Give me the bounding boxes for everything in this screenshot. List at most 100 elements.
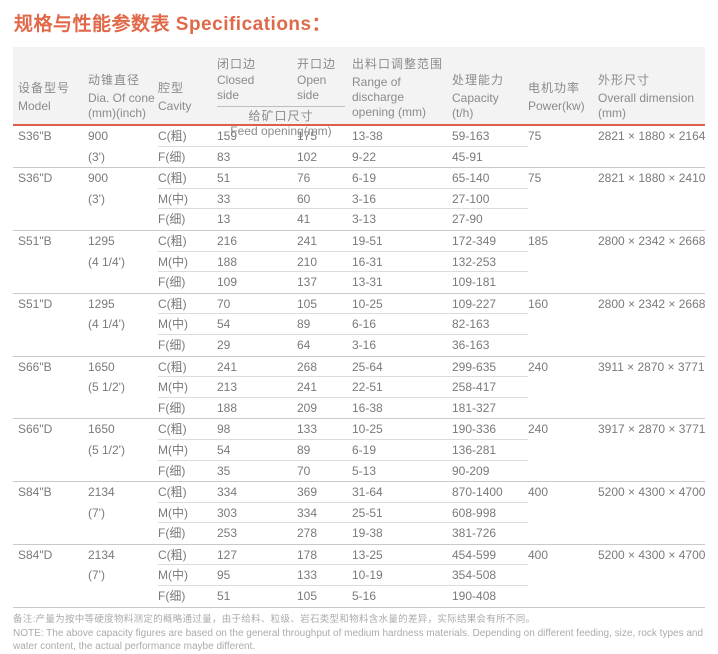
capacity-cell: 454-599 <box>452 545 528 566</box>
cone-inch-cell: (4 1/4') <box>88 317 125 332</box>
capacity-cell: 381-726 <box>452 526 497 541</box>
cone-diameter-cell: 2134 <box>88 547 115 562</box>
cavity-cell: F(细) <box>158 212 186 227</box>
header-dimension-en: Overall dimension (mm) <box>598 91 695 120</box>
header-power-en: Power(kw) <box>528 98 585 113</box>
cone-diameter-cell: 1295 <box>88 296 115 311</box>
cone-inch-cell: (5 1/2') <box>88 442 125 457</box>
cone-inch-cell: (3') <box>88 149 105 164</box>
header-cone-diameter: 动锥直径 Dia. Of cone (mm)(inch) <box>88 55 158 139</box>
open-side-cell: 105 <box>297 589 318 604</box>
capacity-cell: 190-408 <box>452 589 497 604</box>
table-group: S66"D 1650 (5 1/2') C(粗) 98 133 10-25 190-336 M(… <box>13 418 705 481</box>
discharge-range-cell: 16-38 <box>352 400 383 415</box>
header-cavity-zh: 腔型 <box>158 80 185 95</box>
open-side-cell: 76 <box>297 168 352 189</box>
header-closed-en: Closed side <box>217 73 255 102</box>
closed-side-cell: 83 <box>217 149 231 164</box>
open-side-cell: 60 <box>297 189 352 210</box>
discharge-range-cell: 10-19 <box>352 565 452 587</box>
header-capacity-zh: 处理能力 <box>452 73 505 87</box>
model-cell: S66"B <box>18 359 52 374</box>
cone-inch-cell: (7') <box>88 568 105 583</box>
open-side-cell: 334 <box>297 503 352 524</box>
cone-diameter-cell: 1650 <box>88 422 115 437</box>
cavity-cell: M(中) <box>158 565 217 587</box>
cone-inch-cell: (3') <box>88 191 105 206</box>
discharge-range-cell: 31-64 <box>352 482 452 503</box>
capacity-cell: 870-1400 <box>452 482 528 503</box>
dimension-cell: 2821 × 1880 × 2410 <box>598 171 706 186</box>
header-cavity-en: Cavity <box>158 98 192 113</box>
discharge-range-cell: 25-64 <box>352 357 452 378</box>
footnote-en: NOTE: The above capacity figures are bas… <box>13 627 704 652</box>
header-model-en: Model <box>18 98 51 113</box>
open-side-cell: 175 <box>297 126 352 147</box>
header-closed-zh: 闭口边 <box>217 57 257 71</box>
cone-diameter-cell: 2134 <box>88 485 115 500</box>
cone-diameter-cell: 900 <box>88 171 109 186</box>
discharge-range-cell: 9-22 <box>352 149 377 164</box>
dimension-cell: 3917 × 2870 × 3771 <box>598 422 706 437</box>
closed-side-cell: 98 <box>217 419 297 440</box>
model-cell: S84"B <box>18 485 52 500</box>
table-group: S84"D 2134 (7') C(粗) 127 178 13-25 454-599 M(中) 9… <box>13 543 705 607</box>
closed-side-cell: 216 <box>217 231 297 252</box>
model-cell: S84"D <box>18 547 53 562</box>
discharge-range-cell: 3-16 <box>352 337 377 352</box>
discharge-range-cell: 16-31 <box>352 252 452 273</box>
dimension-cell: 2800 × 2342 × 2668 <box>598 296 706 311</box>
table-group: S51"B 1295 (4 1/4') C(粗) 216 241 19-51 172-349 M… <box>13 229 705 293</box>
closed-side-cell: 54 <box>217 314 297 335</box>
power-cell: 400 <box>528 547 549 562</box>
cone-inch-cell: (4 1/4') <box>88 254 125 269</box>
power-cell: 160 <box>528 296 549 311</box>
footnote-zh: 备注:产量为按中等硬度物料测定的概略通过量，由于给料、粒级、岩石类型和物料含水量… <box>13 613 536 625</box>
header-model-zh: 设备型号 <box>18 80 71 95</box>
capacity-cell: 258-417 <box>452 377 528 398</box>
header-dimension-zh: 外形尺寸 <box>598 73 651 87</box>
spec-table-body: S36"B 900 (3') C(粗) 159 175 13-38 59-163 F(细) 83 1… <box>13 126 705 608</box>
closed-side-cell: 29 <box>217 337 231 352</box>
closed-side-cell: 188 <box>217 252 297 273</box>
closed-side-cell: 70 <box>217 294 297 315</box>
cavity-cell: M(中) <box>158 252 217 273</box>
header-cavity: 腔型 Cavity <box>158 55 217 139</box>
power-cell: 75 <box>528 171 542 186</box>
discharge-range-cell: 10-25 <box>352 419 452 440</box>
table-group: S66"B 1650 (5 1/2') C(粗) 241 268 25-64 299-635 M… <box>13 355 705 419</box>
header-discharge-range: 出料口调整范围 Range of discharge opening (mm) <box>352 55 452 139</box>
capacity-cell: 181-327 <box>452 400 497 415</box>
open-side-cell: 241 <box>297 231 352 252</box>
capacity-cell: 608-998 <box>452 503 528 524</box>
model-cell: S51"B <box>18 233 52 248</box>
power-cell: 400 <box>528 485 549 500</box>
discharge-range-cell: 3-16 <box>352 189 452 210</box>
open-side-cell: 178 <box>297 545 352 566</box>
header-open-zh: 开口边 <box>297 57 337 71</box>
cavity-cell: M(中) <box>158 314 217 335</box>
header-cone-zh: 动锥直径 <box>88 73 141 87</box>
cone-diameter-cell: 1650 <box>88 359 115 374</box>
closed-side-cell: 51 <box>217 168 297 189</box>
header-feed-opening-group: 闭口边 Closed side 开口边 Open side 给矿口尺寸 Feed… <box>217 55 352 139</box>
open-side-cell: 41 <box>297 212 311 227</box>
discharge-range-cell: 3-13 <box>352 212 377 227</box>
header-capacity: 处理能力 Capacity (t/h) <box>452 55 528 139</box>
capacity-cell: 109-227 <box>452 294 528 315</box>
open-side-cell: 369 <box>297 482 352 503</box>
capacity-cell: 172-349 <box>452 231 528 252</box>
capacity-cell: 354-508 <box>452 565 528 587</box>
power-cell: 185 <box>528 233 549 248</box>
header-feed-en: Feed opening(mm) <box>230 124 332 138</box>
cavity-cell: F(细) <box>158 589 186 604</box>
cavity-cell: F(细) <box>158 463 186 478</box>
open-side-cell: 210 <box>297 252 352 273</box>
cavity-cell: F(细) <box>158 526 186 541</box>
feed-opening-divider <box>217 106 345 107</box>
dimension-cell: 5200 × 4300 × 4700 <box>598 485 706 500</box>
header-open-en: Open side <box>297 73 327 102</box>
power-cell: 75 <box>528 129 542 143</box>
capacity-cell: 45-91 <box>452 149 483 164</box>
